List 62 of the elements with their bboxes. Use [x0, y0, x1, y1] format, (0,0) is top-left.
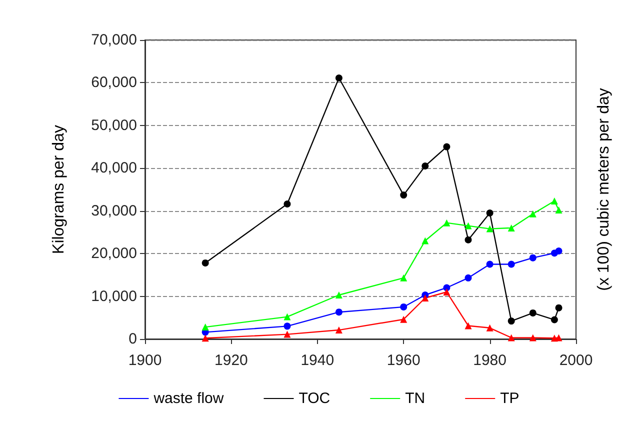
point	[486, 209, 494, 216]
point	[400, 274, 408, 282]
point	[464, 222, 472, 230]
point	[529, 334, 536, 342]
point	[486, 324, 494, 332]
y-tick-label: 60,000	[91, 74, 137, 92]
point	[202, 334, 209, 342]
y-tick-label: 10,000	[91, 288, 137, 305]
point	[284, 313, 291, 320]
point	[555, 206, 562, 214]
point	[284, 330, 291, 338]
point	[400, 303, 408, 310]
y-tick-label: 20,000	[91, 245, 137, 262]
point	[486, 260, 494, 268]
point	[335, 74, 342, 82]
x-tick-label: 1900	[128, 352, 162, 369]
point	[202, 324, 209, 331]
point	[508, 318, 515, 325]
x-tick-label: 1980	[473, 352, 506, 369]
point	[443, 143, 450, 150]
point	[422, 162, 429, 170]
point	[529, 210, 536, 218]
x-tick-label: 1940	[300, 352, 334, 369]
point	[508, 260, 515, 268]
legend-label: TP	[500, 390, 520, 407]
point	[555, 248, 562, 255]
point	[443, 288, 450, 296]
point	[335, 308, 342, 316]
y-tick-label: 70,000	[91, 32, 137, 48]
point	[529, 309, 536, 316]
point	[550, 198, 558, 205]
y-tick-label: 50,000	[91, 116, 137, 134]
point	[529, 254, 536, 262]
x-tick-label: 1920	[214, 352, 248, 369]
point	[335, 292, 342, 299]
point	[284, 322, 291, 330]
point	[555, 304, 562, 312]
point	[464, 236, 472, 244]
x-tick-label: 2000	[559, 352, 593, 369]
point	[400, 316, 408, 323]
point	[464, 274, 472, 282]
point	[508, 224, 515, 232]
x-tick-label: 1960	[386, 352, 420, 369]
point	[422, 294, 429, 302]
y-tick-label: 40,000	[91, 160, 137, 177]
point	[202, 259, 209, 266]
point	[443, 219, 450, 226]
y-tick-label: 0	[128, 330, 137, 348]
point	[464, 322, 472, 330]
point	[508, 334, 515, 342]
y-axis-title: Kilograms per day	[50, 125, 68, 254]
legend-label: TN	[405, 390, 426, 407]
point	[486, 225, 494, 232]
point	[335, 326, 342, 334]
point	[422, 237, 429, 244]
point	[550, 316, 558, 324]
y-tick-label: 30,000	[91, 202, 137, 220]
point	[284, 200, 291, 208]
legend-label: TOC	[298, 390, 330, 407]
point	[400, 192, 408, 199]
y2-axis-title: (x 100) cubic meters per day	[596, 88, 612, 291]
legend-label: waste flow	[152, 390, 224, 407]
